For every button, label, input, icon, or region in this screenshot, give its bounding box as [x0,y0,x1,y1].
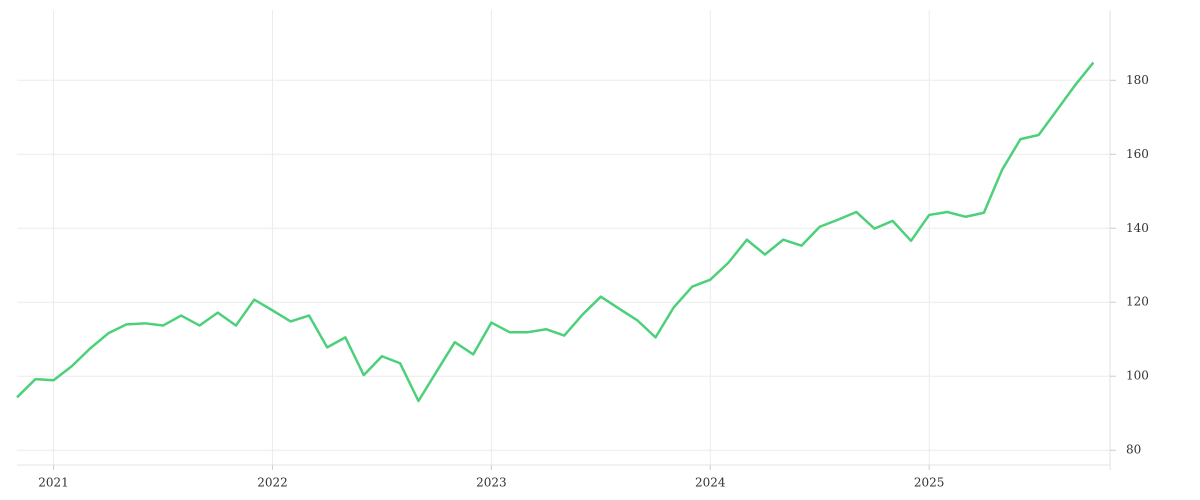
y-tick-label: 100 [1126,369,1149,383]
y-tick-label: 80 [1126,443,1141,457]
line-series [16,61,1095,403]
x-tick-label: 2025 [914,476,945,490]
y-tick-label: 140 [1126,221,1149,235]
x-tick-label: 2021 [38,476,69,490]
x-tick-label: 2022 [257,476,288,490]
y-tick-label: 160 [1126,147,1149,161]
x-tick-label: 2023 [476,476,507,490]
x-tick-label: 2024 [695,476,726,490]
y-tick-label: 180 [1126,73,1149,87]
y-tick-label: 120 [1126,295,1149,309]
